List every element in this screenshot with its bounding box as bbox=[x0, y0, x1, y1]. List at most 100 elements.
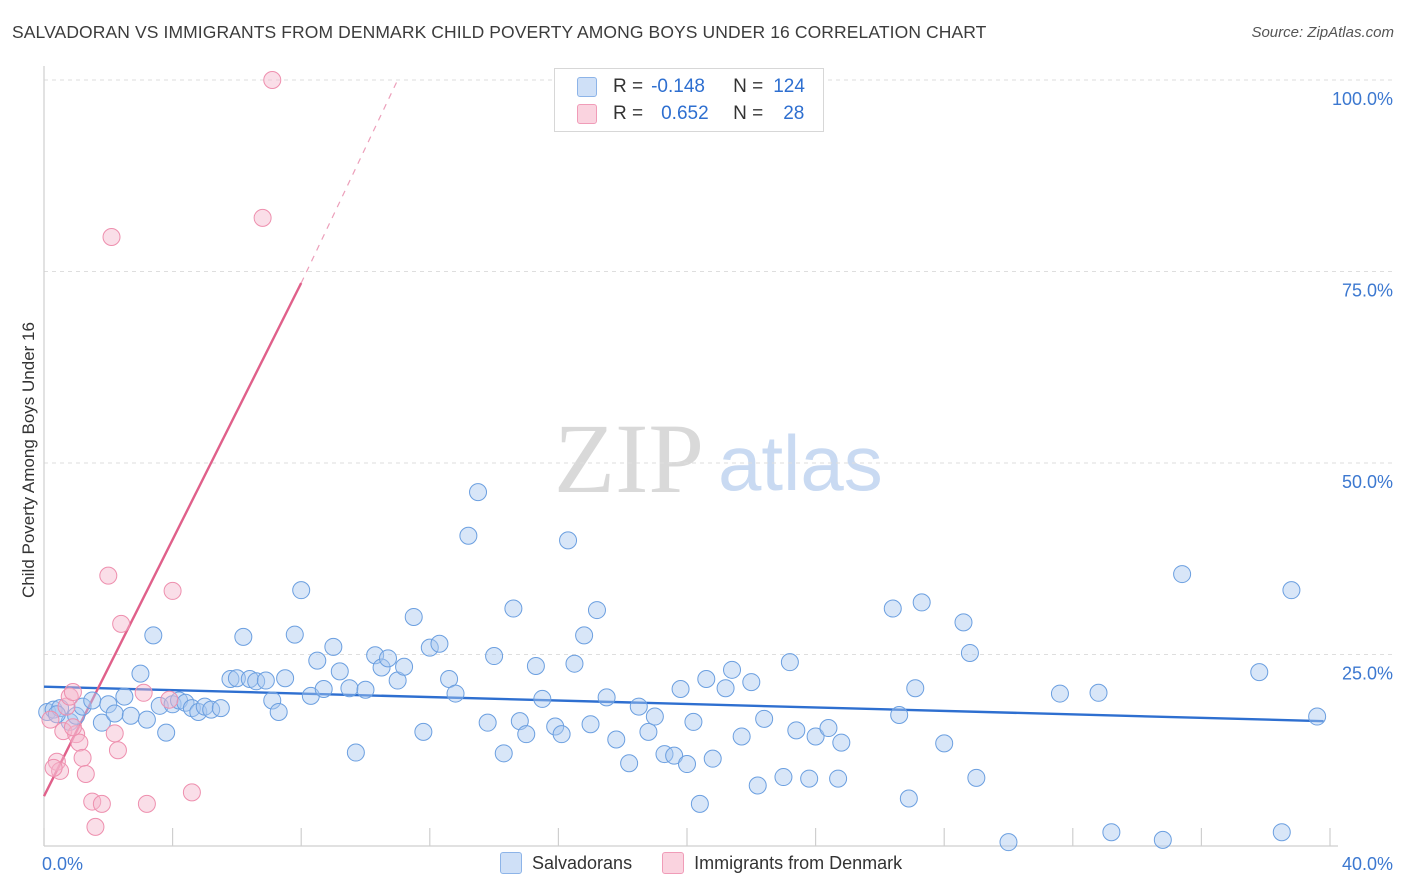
gridlines bbox=[44, 79, 1392, 655]
salvadoran-point bbox=[137, 710, 156, 729]
salvadoran-point bbox=[645, 707, 664, 726]
salvadoran-point bbox=[829, 769, 848, 788]
denmark-point bbox=[112, 614, 131, 633]
salvadoran-point bbox=[655, 745, 674, 764]
salvadoran-point bbox=[131, 664, 150, 683]
salvadoran-point bbox=[285, 625, 304, 644]
denmark-point bbox=[92, 794, 111, 813]
salvadoran-point bbox=[697, 670, 716, 689]
salvadoran-point bbox=[211, 699, 230, 718]
salvadoran-point bbox=[1102, 823, 1121, 842]
salvadoran-point bbox=[346, 743, 365, 762]
x-tick-label: 40.0% bbox=[1342, 854, 1393, 874]
salvadoran-point bbox=[404, 607, 423, 626]
series-swatch-salvadorans bbox=[500, 852, 522, 874]
salvadoran-point bbox=[478, 713, 497, 732]
denmark-point bbox=[86, 817, 105, 836]
legend-r-label: R = bbox=[613, 103, 644, 124]
salvadoran-point bbox=[105, 704, 124, 723]
salvadoran-point bbox=[256, 671, 275, 690]
salvadoran-point bbox=[292, 581, 311, 600]
y-tick-label: 75.0% bbox=[1342, 281, 1393, 301]
salvadoran-point bbox=[446, 684, 465, 703]
salvadoran-point bbox=[115, 687, 134, 706]
salvadoran-point bbox=[67, 706, 86, 725]
legend-n-value: 28 bbox=[783, 103, 805, 124]
series-label-denmark: Immigrants from Denmark bbox=[694, 852, 903, 873]
salvadoran-point bbox=[330, 662, 349, 681]
salvadoran-point bbox=[581, 715, 600, 734]
salvadoran-point bbox=[510, 712, 529, 731]
salvadoran-point bbox=[890, 706, 909, 725]
denmark-trend-line bbox=[42, 282, 303, 797]
salvadoran-point bbox=[671, 679, 690, 698]
salvadoran-point bbox=[340, 679, 359, 698]
salvadoran-point bbox=[420, 638, 439, 657]
salvadoran-point bbox=[221, 670, 240, 689]
salvadoran-point bbox=[263, 691, 282, 710]
salvadoran-point bbox=[935, 734, 954, 753]
denmark-point bbox=[41, 710, 60, 729]
salvadoran-point bbox=[356, 680, 375, 699]
salvadoran-point bbox=[269, 702, 288, 721]
series-swatch-denmark bbox=[662, 852, 685, 874]
salvadoran-point bbox=[1050, 684, 1069, 703]
salvadoran-point bbox=[999, 833, 1018, 852]
salvadoran-point bbox=[552, 725, 571, 744]
salvadoran-point bbox=[703, 749, 722, 768]
salvadoran-point bbox=[716, 679, 735, 698]
salvadoran-point bbox=[684, 712, 703, 731]
series-legend-salvadorans: Salvadorans bbox=[500, 852, 632, 874]
salvadoran-point bbox=[906, 679, 925, 698]
salvadoran-point bbox=[1272, 823, 1291, 842]
legend-n-value: 124 bbox=[773, 76, 805, 97]
salvadoran-point bbox=[597, 688, 616, 707]
salvadoran-point bbox=[774, 768, 793, 787]
salvadoran-point bbox=[723, 660, 742, 679]
axes bbox=[43, 66, 1338, 847]
salvadoran-point bbox=[150, 696, 169, 715]
salvadoran-point bbox=[806, 727, 825, 746]
salvadoran-point bbox=[1153, 830, 1172, 849]
salvadoran-point bbox=[494, 744, 513, 763]
correlation-legend: R = -0.148 N = 124 R = 0.652 N = 28 bbox=[554, 68, 824, 132]
denmark-point bbox=[160, 690, 179, 709]
salvadoran-point bbox=[1282, 581, 1301, 600]
salvadoran-point bbox=[565, 654, 584, 673]
denmark-point bbox=[105, 724, 124, 743]
y-axis-label: Child Poverty Among Boys Under 16 bbox=[19, 322, 38, 598]
legend-swatch-denmark bbox=[577, 104, 597, 124]
salvadoran-point bbox=[690, 794, 709, 813]
salvadoran-point bbox=[314, 679, 333, 698]
salvadoran-point bbox=[755, 709, 774, 728]
salvadoran-point bbox=[1089, 683, 1108, 702]
salvadoran-point bbox=[395, 657, 414, 676]
salvadoran-point bbox=[459, 526, 478, 545]
salvadoran-point bbox=[121, 706, 140, 725]
salvadoran-point bbox=[324, 637, 343, 656]
salvadoran-point bbox=[73, 697, 92, 716]
salvadoran-point bbox=[430, 634, 449, 653]
trend-lines bbox=[42, 79, 1324, 797]
salvadoran-point bbox=[819, 719, 838, 738]
denmark-point bbox=[70, 733, 89, 752]
salvadoran-point bbox=[665, 746, 684, 765]
salvadoran-point bbox=[780, 653, 799, 672]
watermark-zip: ZIP bbox=[554, 403, 704, 514]
denmark-point bbox=[263, 71, 282, 89]
denmark-point bbox=[63, 718, 82, 737]
chart-source: Source: ZipAtlas.com bbox=[1251, 24, 1394, 41]
salvadoran-point bbox=[787, 721, 806, 740]
salvadoran-point bbox=[83, 691, 102, 710]
salvadoran-point bbox=[227, 669, 246, 688]
denmark-point bbox=[163, 581, 182, 600]
tick-labels: 25.0% 50.0% 75.0% 100.0% 0.0% 40.0% bbox=[42, 89, 1393, 874]
salvadoran-point bbox=[912, 593, 931, 612]
denmark-point bbox=[76, 764, 95, 783]
salvadoran-point bbox=[202, 700, 221, 719]
y-tick-label: 25.0% bbox=[1342, 664, 1393, 684]
legend-r-value: 0.652 bbox=[661, 103, 709, 124]
denmark-point bbox=[182, 783, 201, 802]
salvadoran-point bbox=[99, 695, 118, 714]
salvadoran-point bbox=[157, 723, 176, 742]
